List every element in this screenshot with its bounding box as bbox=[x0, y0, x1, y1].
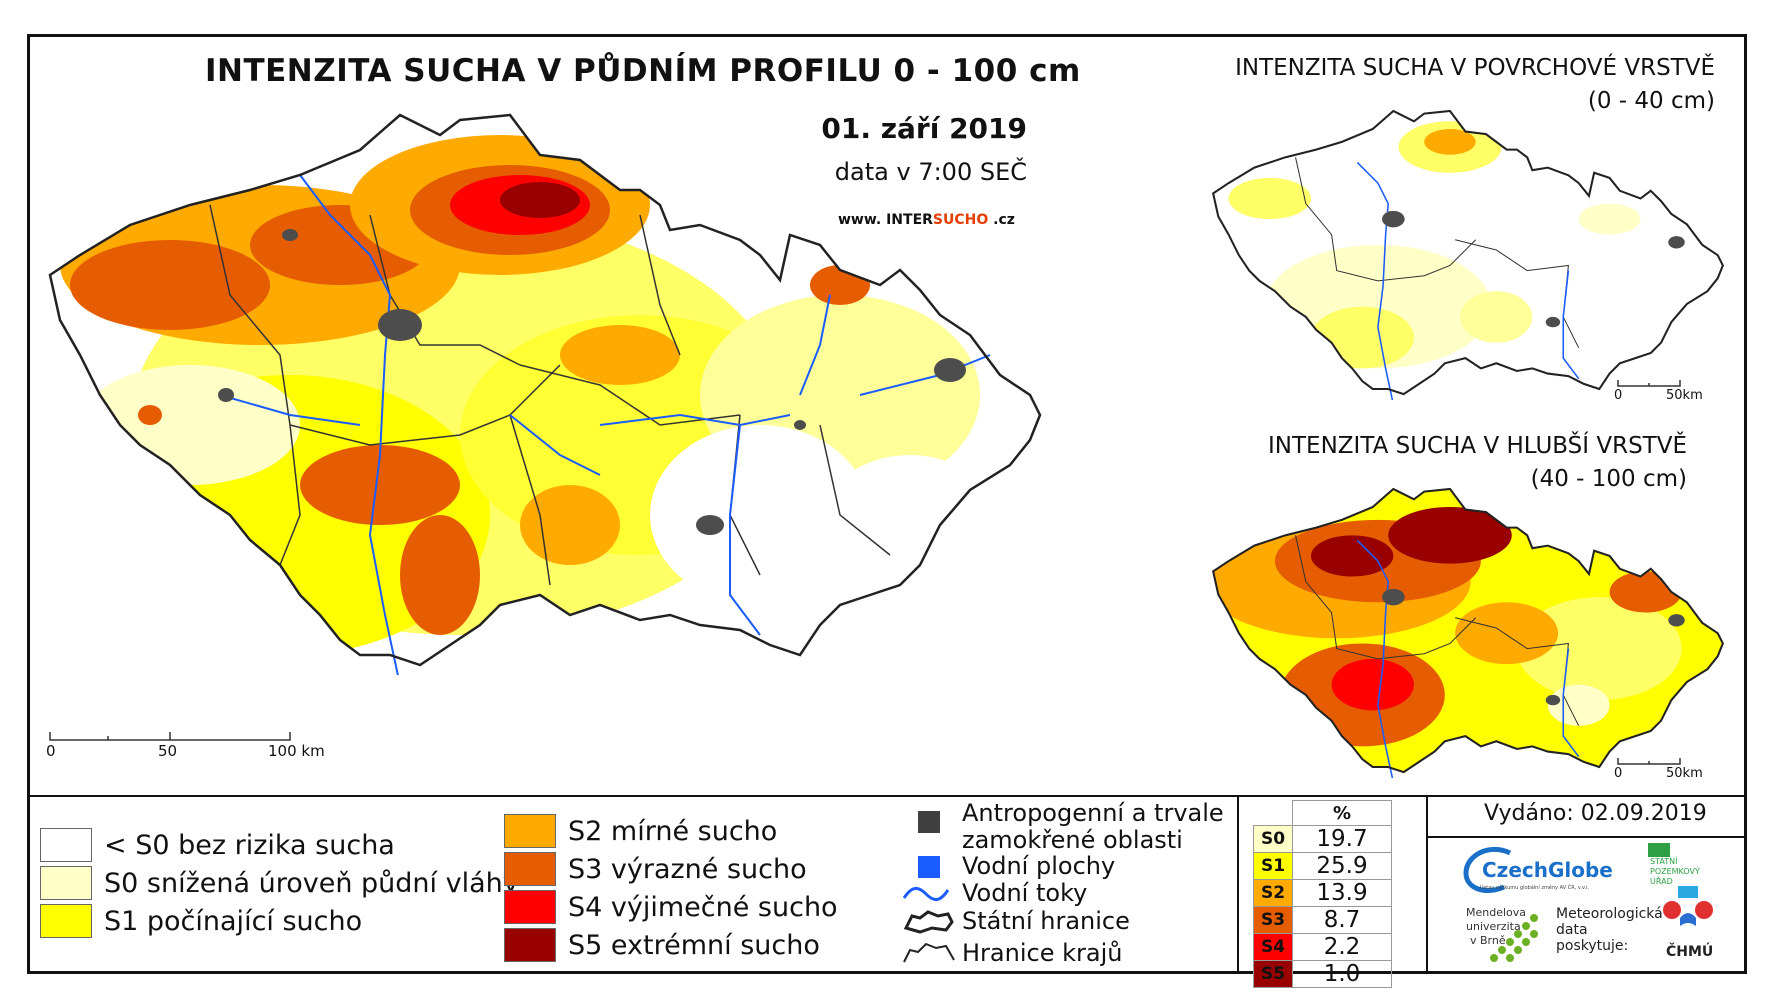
legend-label: S0 snížená úroveň půdní vláhy bbox=[104, 867, 519, 899]
table-row: S1 25.9 bbox=[1253, 852, 1392, 880]
inset-deep-scale-0: 0 bbox=[1614, 766, 1623, 781]
mendel-logo-line2: univerzita bbox=[1466, 920, 1521, 933]
legend-anthropogenic-line2: zamokřené oblasti bbox=[962, 826, 1183, 854]
legend-label: S1 počínající sucho bbox=[104, 905, 363, 937]
date-title: 01. září 2019 bbox=[821, 112, 1027, 145]
river-symbol bbox=[902, 887, 950, 901]
table-divider-left bbox=[1237, 797, 1239, 974]
map-frame bbox=[27, 34, 1747, 974]
inset-surface-scale-bar bbox=[1617, 380, 1681, 387]
main-scale-label-0: 0 bbox=[46, 742, 56, 760]
row-value: 13.9 bbox=[1292, 879, 1392, 907]
row-value: 8.7 bbox=[1292, 906, 1392, 934]
legend-swatch bbox=[504, 814, 556, 848]
row-code: S5 bbox=[1253, 960, 1293, 988]
inset-surface-map bbox=[1212, 109, 1724, 400]
legend-region-border: Hranice krajů bbox=[962, 939, 1123, 967]
legend-rivers: Vodní toky bbox=[962, 879, 1088, 907]
czechglobe-logo: CzechGlobe bbox=[1482, 858, 1613, 882]
spu-logo-line2: POZEMKOVÝ bbox=[1650, 867, 1700, 876]
table-row: S4 2.2 bbox=[1253, 933, 1392, 961]
main-scale-label-100: 100 km bbox=[268, 742, 325, 760]
table-header-row: % bbox=[1254, 800, 1392, 826]
main-drought-map bbox=[48, 113, 1042, 675]
legend-swatch bbox=[40, 866, 92, 900]
row-value: 2.2 bbox=[1292, 933, 1392, 961]
legend-item-s2: S2 mírné sucho bbox=[504, 814, 777, 848]
spu-logo-icon bbox=[1648, 843, 1670, 857]
legend-item-s1: S1 počínající sucho bbox=[40, 904, 362, 938]
main-scale-label-50: 50 bbox=[158, 742, 178, 760]
inset-deep-scale-bar bbox=[1617, 758, 1681, 765]
legend-item-s0: S0 snížená úroveň půdní vláhy bbox=[40, 866, 519, 900]
legend-item-s3: S3 výrazné sucho bbox=[504, 852, 807, 886]
website-prefix: www. INTER bbox=[838, 212, 933, 228]
meteo-text-line1: Meteorologická bbox=[1556, 906, 1663, 922]
spu-logo-line3: ÚŘAD bbox=[1650, 877, 1673, 886]
table-row: S3 8.7 bbox=[1253, 906, 1392, 934]
main-scale-bar bbox=[49, 732, 291, 741]
meteo-text-line2: data bbox=[1556, 922, 1588, 938]
state-border-symbol bbox=[903, 910, 954, 934]
mendel-logo-line1: Mendelova bbox=[1466, 906, 1527, 919]
website-suffix: .cz bbox=[988, 212, 1015, 228]
data-time: data v 7:00 SEČ bbox=[834, 158, 1027, 186]
row-code: S0 bbox=[1253, 825, 1293, 853]
legend-swatch bbox=[504, 890, 556, 924]
spu-logo-line1: STÁTNÍ bbox=[1650, 857, 1678, 866]
legend-item-below-s0: < S0 bez rizika sucha bbox=[40, 828, 395, 862]
inset-surface-scale-50: 50km bbox=[1666, 388, 1703, 403]
inset-surface-title-1: INTENZITA SUCHA V POVRCHOVÉ VRSTVĚ bbox=[1235, 55, 1715, 81]
row-code: S1 bbox=[1253, 852, 1293, 880]
legend-item-s5: S5 extrémní sucho bbox=[504, 928, 820, 962]
table-row: S2 13.9 bbox=[1253, 879, 1392, 907]
row-value: 1.0 bbox=[1292, 960, 1392, 988]
website-link[interactable]: www. INTERSUCHO .cz bbox=[838, 212, 1015, 228]
row-value: 19.7 bbox=[1292, 825, 1392, 853]
anthropogenic-swatch bbox=[918, 811, 940, 833]
chmu-logo-icon bbox=[1663, 886, 1713, 926]
meteo-text-line3: poskytuje: bbox=[1556, 938, 1629, 954]
percent-table: % S0 19.7 S1 25.9 S2 13.9 S3 8.7 S4 2.2 S5 1.0 bbox=[1253, 800, 1392, 988]
website-highlight: SUCHO bbox=[932, 212, 989, 228]
table-row: S0 19.7 bbox=[1253, 825, 1392, 853]
mendel-logo-icon bbox=[1490, 914, 1538, 962]
inset-deep-scale-50: 50km bbox=[1666, 766, 1703, 781]
inset-deep-title-2: (40 - 100 cm) bbox=[1530, 466, 1687, 492]
region-border-symbol bbox=[903, 942, 955, 963]
legend-swatch bbox=[40, 904, 92, 938]
row-code: S2 bbox=[1253, 879, 1293, 907]
legend-swatch bbox=[504, 852, 556, 886]
legend-label: S4 výjimečné sucho bbox=[568, 891, 838, 923]
legend-label: S2 mírné sucho bbox=[568, 815, 778, 847]
legend-swatch bbox=[504, 928, 556, 962]
row-value: 25.9 bbox=[1292, 852, 1392, 880]
legend-anthropogenic-line1: Antropogenní a trvale bbox=[962, 799, 1224, 827]
legend-water-bodies: Vodní plochy bbox=[962, 852, 1116, 880]
table-divider-right bbox=[1426, 797, 1428, 974]
czechglobe-logo-icon bbox=[1463, 846, 1512, 893]
main-title: INTENZITA SUCHA V PŮDNÍM PROFILU 0 - 100… bbox=[205, 53, 1081, 89]
row-code: S3 bbox=[1253, 906, 1293, 934]
inset-deep-title-1: INTENZITA SUCHA V HLUBŠÍ VRSTVĚ bbox=[1268, 433, 1687, 459]
legend-label: S5 extrémní sucho bbox=[568, 929, 820, 961]
inset-surface-title-2: (0 - 40 cm) bbox=[1587, 88, 1715, 114]
row-code: S4 bbox=[1253, 933, 1293, 961]
legend-divider bbox=[27, 795, 1747, 797]
issued-divider bbox=[1426, 836, 1747, 838]
inset-deep-map bbox=[1212, 487, 1724, 778]
legend-swatch bbox=[40, 828, 92, 862]
inset-surface-scale-0: 0 bbox=[1614, 388, 1623, 403]
mendel-logo-line3: v Brně bbox=[1470, 934, 1506, 947]
chmu-logo-label: ČHMÚ bbox=[1666, 944, 1714, 960]
water-body-swatch bbox=[918, 856, 940, 878]
percent-header: % bbox=[1292, 800, 1392, 826]
legend-state-border: Státní hranice bbox=[962, 907, 1130, 935]
czechglobe-subtitle: Ústav výzkumu globální změny AV ČR, v.v.… bbox=[1480, 885, 1590, 891]
legend-label: S3 výrazné sucho bbox=[568, 853, 807, 885]
legend-label: < S0 bez rizika sucha bbox=[104, 829, 395, 861]
issued-date: Vydáno: 02.09.2019 bbox=[1484, 801, 1707, 826]
table-row: S5 1.0 bbox=[1253, 960, 1392, 988]
legend-item-s4: S4 výjimečné sucho bbox=[504, 890, 838, 924]
